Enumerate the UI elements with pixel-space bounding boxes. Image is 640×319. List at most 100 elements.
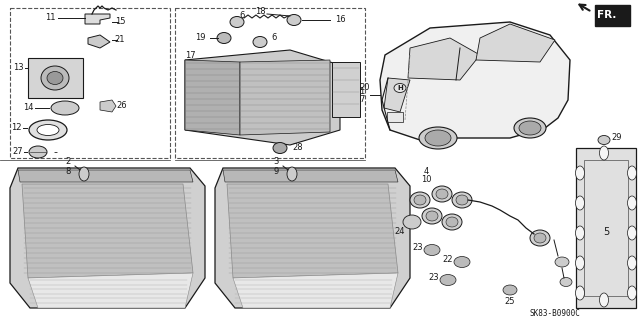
Polygon shape: [380, 22, 570, 140]
Ellipse shape: [534, 233, 546, 243]
Ellipse shape: [394, 84, 406, 93]
Polygon shape: [595, 5, 630, 26]
Ellipse shape: [422, 208, 442, 224]
Ellipse shape: [503, 285, 517, 295]
Text: 11: 11: [45, 13, 55, 23]
Ellipse shape: [627, 256, 637, 270]
Text: 16: 16: [335, 16, 346, 25]
Text: 14: 14: [23, 103, 33, 113]
Polygon shape: [240, 60, 330, 135]
Polygon shape: [100, 100, 116, 112]
Polygon shape: [408, 38, 480, 80]
Ellipse shape: [627, 196, 637, 210]
Bar: [584, 160, 628, 296]
Ellipse shape: [519, 121, 541, 135]
Ellipse shape: [436, 189, 448, 199]
Polygon shape: [22, 184, 193, 278]
Ellipse shape: [253, 36, 267, 48]
Ellipse shape: [79, 167, 89, 181]
Ellipse shape: [403, 215, 421, 229]
Polygon shape: [384, 78, 410, 112]
Polygon shape: [215, 168, 410, 308]
Ellipse shape: [230, 17, 244, 27]
Text: 23: 23: [429, 273, 439, 283]
Polygon shape: [10, 168, 205, 308]
Polygon shape: [185, 50, 340, 145]
Text: 6: 6: [239, 11, 244, 20]
Bar: [28, 58, 83, 98]
Text: 24: 24: [395, 227, 405, 236]
Text: H: H: [397, 85, 403, 91]
Polygon shape: [476, 24, 555, 62]
Polygon shape: [227, 184, 398, 278]
Text: 15: 15: [115, 18, 125, 26]
Text: 2: 2: [65, 158, 70, 167]
Text: 25: 25: [505, 298, 515, 307]
Ellipse shape: [555, 257, 569, 267]
Polygon shape: [88, 35, 110, 48]
Text: 17: 17: [185, 51, 196, 61]
Ellipse shape: [419, 127, 457, 149]
Bar: [10, 8, 170, 158]
Text: 3: 3: [273, 158, 278, 167]
Ellipse shape: [575, 286, 584, 300]
Ellipse shape: [51, 101, 79, 115]
Text: 6: 6: [271, 33, 276, 42]
Ellipse shape: [575, 196, 584, 210]
Bar: [175, 8, 365, 158]
Bar: [332, 62, 360, 117]
Text: 22: 22: [443, 256, 453, 264]
Text: 28: 28: [292, 144, 303, 152]
Ellipse shape: [598, 136, 610, 145]
Ellipse shape: [627, 286, 637, 300]
Text: 12: 12: [11, 123, 21, 132]
Polygon shape: [85, 14, 110, 24]
Text: 27: 27: [13, 147, 23, 157]
Ellipse shape: [217, 33, 231, 43]
Ellipse shape: [514, 118, 546, 138]
Ellipse shape: [454, 256, 470, 268]
Ellipse shape: [456, 195, 468, 205]
Ellipse shape: [37, 124, 59, 136]
Polygon shape: [223, 170, 398, 182]
Bar: [387, 112, 403, 122]
Polygon shape: [18, 170, 193, 182]
Text: 1: 1: [360, 87, 365, 97]
Ellipse shape: [287, 167, 297, 181]
Ellipse shape: [287, 14, 301, 26]
Text: 23: 23: [413, 243, 423, 253]
Polygon shape: [28, 273, 193, 308]
Ellipse shape: [600, 146, 609, 160]
Ellipse shape: [29, 120, 67, 140]
Text: 29: 29: [612, 133, 622, 143]
Ellipse shape: [47, 71, 63, 85]
Ellipse shape: [575, 166, 584, 180]
Ellipse shape: [424, 244, 440, 256]
Text: 13: 13: [13, 63, 23, 72]
Text: 19: 19: [195, 33, 205, 42]
Ellipse shape: [530, 230, 550, 246]
Ellipse shape: [440, 275, 456, 286]
Text: 4: 4: [424, 167, 429, 176]
Ellipse shape: [41, 66, 69, 90]
Text: 8: 8: [65, 167, 70, 175]
Ellipse shape: [575, 226, 584, 240]
Polygon shape: [233, 273, 398, 308]
Ellipse shape: [452, 192, 472, 208]
Ellipse shape: [425, 130, 451, 146]
Ellipse shape: [627, 226, 637, 240]
Ellipse shape: [575, 256, 584, 270]
Text: 20: 20: [360, 84, 371, 93]
Ellipse shape: [446, 217, 458, 227]
Ellipse shape: [560, 278, 572, 286]
Text: FR.: FR.: [597, 10, 616, 20]
Ellipse shape: [442, 214, 462, 230]
Ellipse shape: [29, 146, 47, 158]
Text: 9: 9: [273, 167, 278, 175]
Ellipse shape: [627, 166, 637, 180]
Ellipse shape: [410, 192, 430, 208]
Text: 21: 21: [115, 35, 125, 44]
Text: 5: 5: [603, 227, 609, 237]
Text: 10: 10: [420, 175, 431, 184]
Text: 26: 26: [116, 101, 127, 110]
